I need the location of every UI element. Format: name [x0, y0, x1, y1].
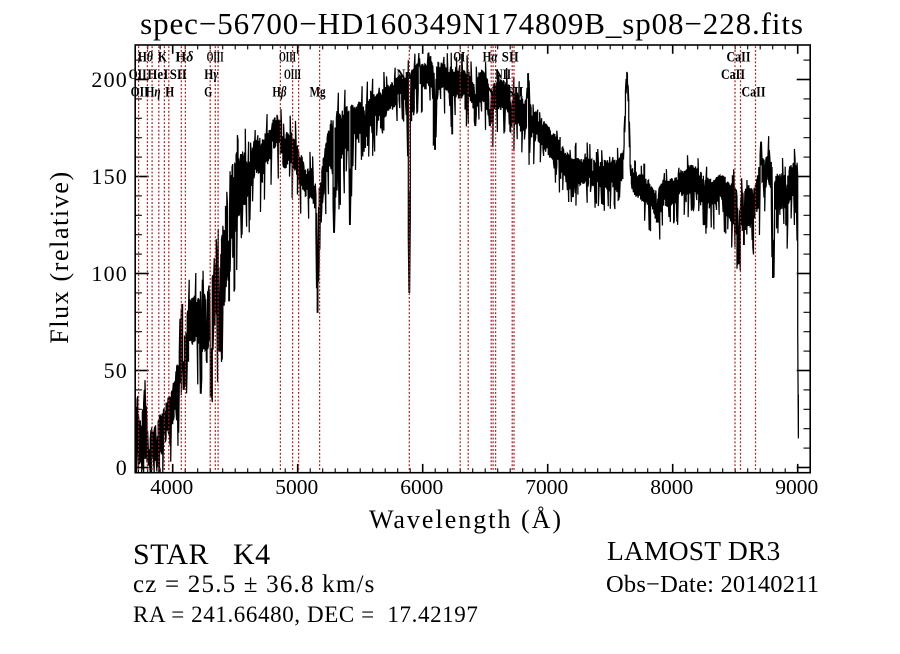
- svg-text:Hγ: Hγ: [204, 67, 219, 83]
- svg-text:9000: 9000: [775, 475, 818, 499]
- svg-text:NII: NII: [487, 85, 503, 101]
- svg-text:Obs−Date: 20140211: Obs−Date: 20140211: [606, 571, 819, 598]
- svg-text:OII: OII: [131, 85, 149, 101]
- svg-text:Hα: Hα: [483, 50, 499, 66]
- svg-text:Mg: Mg: [310, 85, 326, 101]
- svg-text:200: 200: [91, 67, 128, 92]
- svg-text:G: G: [204, 85, 212, 101]
- svg-text:LAMOST DR3: LAMOST DR3: [607, 535, 780, 566]
- svg-text:0: 0: [116, 455, 128, 480]
- svg-text:OIII: OIII: [207, 50, 224, 66]
- svg-text:spec−56700−HD160349N174809B_sp: spec−56700−HD160349N174809B_sp08−228.fit…: [140, 6, 804, 41]
- svg-text:6000: 6000: [400, 475, 443, 499]
- svg-text:K4: K4: [233, 538, 270, 571]
- svg-text:Hβ: Hβ: [272, 85, 286, 101]
- svg-text:H: H: [165, 85, 174, 101]
- svg-text:SII: SII: [507, 85, 524, 101]
- svg-text:50: 50: [104, 358, 128, 383]
- svg-text:OI: OI: [463, 85, 475, 101]
- svg-text:CaII: CaII: [742, 85, 766, 101]
- svg-text:STAR: STAR: [133, 538, 209, 571]
- svg-text:100: 100: [91, 261, 128, 286]
- svg-text:Hθ: Hθ: [138, 50, 153, 66]
- svg-text:RA = 241.66480, DEC = 17.4219: RA = 241.66480, DEC = 17.42197: [133, 602, 478, 627]
- svg-text:NII: NII: [495, 67, 511, 83]
- svg-text:HeI: HeI: [147, 67, 168, 83]
- svg-text:7000: 7000: [525, 475, 568, 499]
- svg-text:K: K: [158, 50, 167, 66]
- svg-text:Hδ: Hδ: [175, 50, 193, 66]
- svg-text:OI: OI: [453, 50, 465, 66]
- svg-text:Hη: Hη: [146, 85, 161, 101]
- svg-text:SII: SII: [502, 50, 519, 66]
- svg-text:SII: SII: [170, 67, 187, 83]
- svg-text:OII: OII: [129, 67, 147, 83]
- svg-text:CaII: CaII: [727, 50, 751, 66]
- svg-text:Flux (relative): Flux (relative): [45, 170, 74, 343]
- svg-text:OIII: OIII: [279, 50, 296, 66]
- svg-text:4000: 4000: [150, 475, 193, 499]
- svg-text:OIII: OIII: [284, 67, 301, 83]
- svg-text:cz = 25.5 ± 36.8 km/s: cz = 25.5 ± 36.8 km/s: [133, 571, 376, 598]
- svg-text:150: 150: [91, 164, 128, 189]
- svg-text:5000: 5000: [275, 475, 318, 499]
- svg-text:8000: 8000: [650, 475, 693, 499]
- svg-text:CaII: CaII: [721, 67, 745, 83]
- svg-text:Wavelength (Å): Wavelength (Å): [369, 505, 563, 534]
- svg-text:Na: Na: [397, 67, 412, 83]
